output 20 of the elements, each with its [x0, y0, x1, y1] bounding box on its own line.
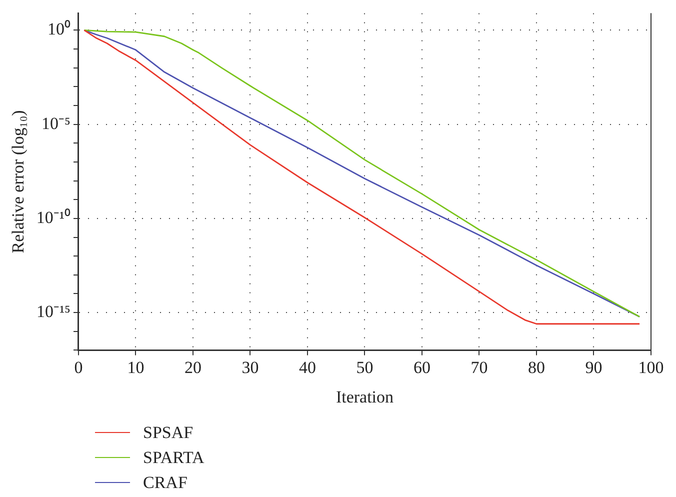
- x-tick-label: 40: [299, 358, 316, 377]
- y-tick-label: 10⁻¹⁵: [36, 302, 71, 322]
- x-tick-label: 60: [414, 358, 430, 377]
- y-tick-label: 10⁰: [47, 20, 70, 39]
- x-tick-label: 100: [638, 358, 664, 377]
- x-tick-label: 30: [242, 358, 259, 377]
- legend-label: CRAF: [143, 472, 188, 492]
- x-tick-label: 20: [184, 358, 202, 377]
- x-tick-label: 0: [74, 358, 83, 377]
- legend-label: SPSAF: [143, 422, 194, 442]
- legend-label: SPARTA: [143, 448, 204, 468]
- x-tick-label: 10: [127, 358, 144, 377]
- x-tick-label: 80: [528, 358, 545, 377]
- y-tick-label: 10⁻⁵: [42, 114, 71, 133]
- x-tick-label: 50: [356, 358, 374, 377]
- x-axis-title: Iteration: [336, 387, 394, 406]
- y-axis-title: Relative error (log₁₀): [8, 110, 28, 254]
- y-tick-label: 10⁻¹⁰: [36, 208, 70, 227]
- x-tick-label: 70: [470, 358, 488, 377]
- x-tick-label: 90: [585, 358, 602, 377]
